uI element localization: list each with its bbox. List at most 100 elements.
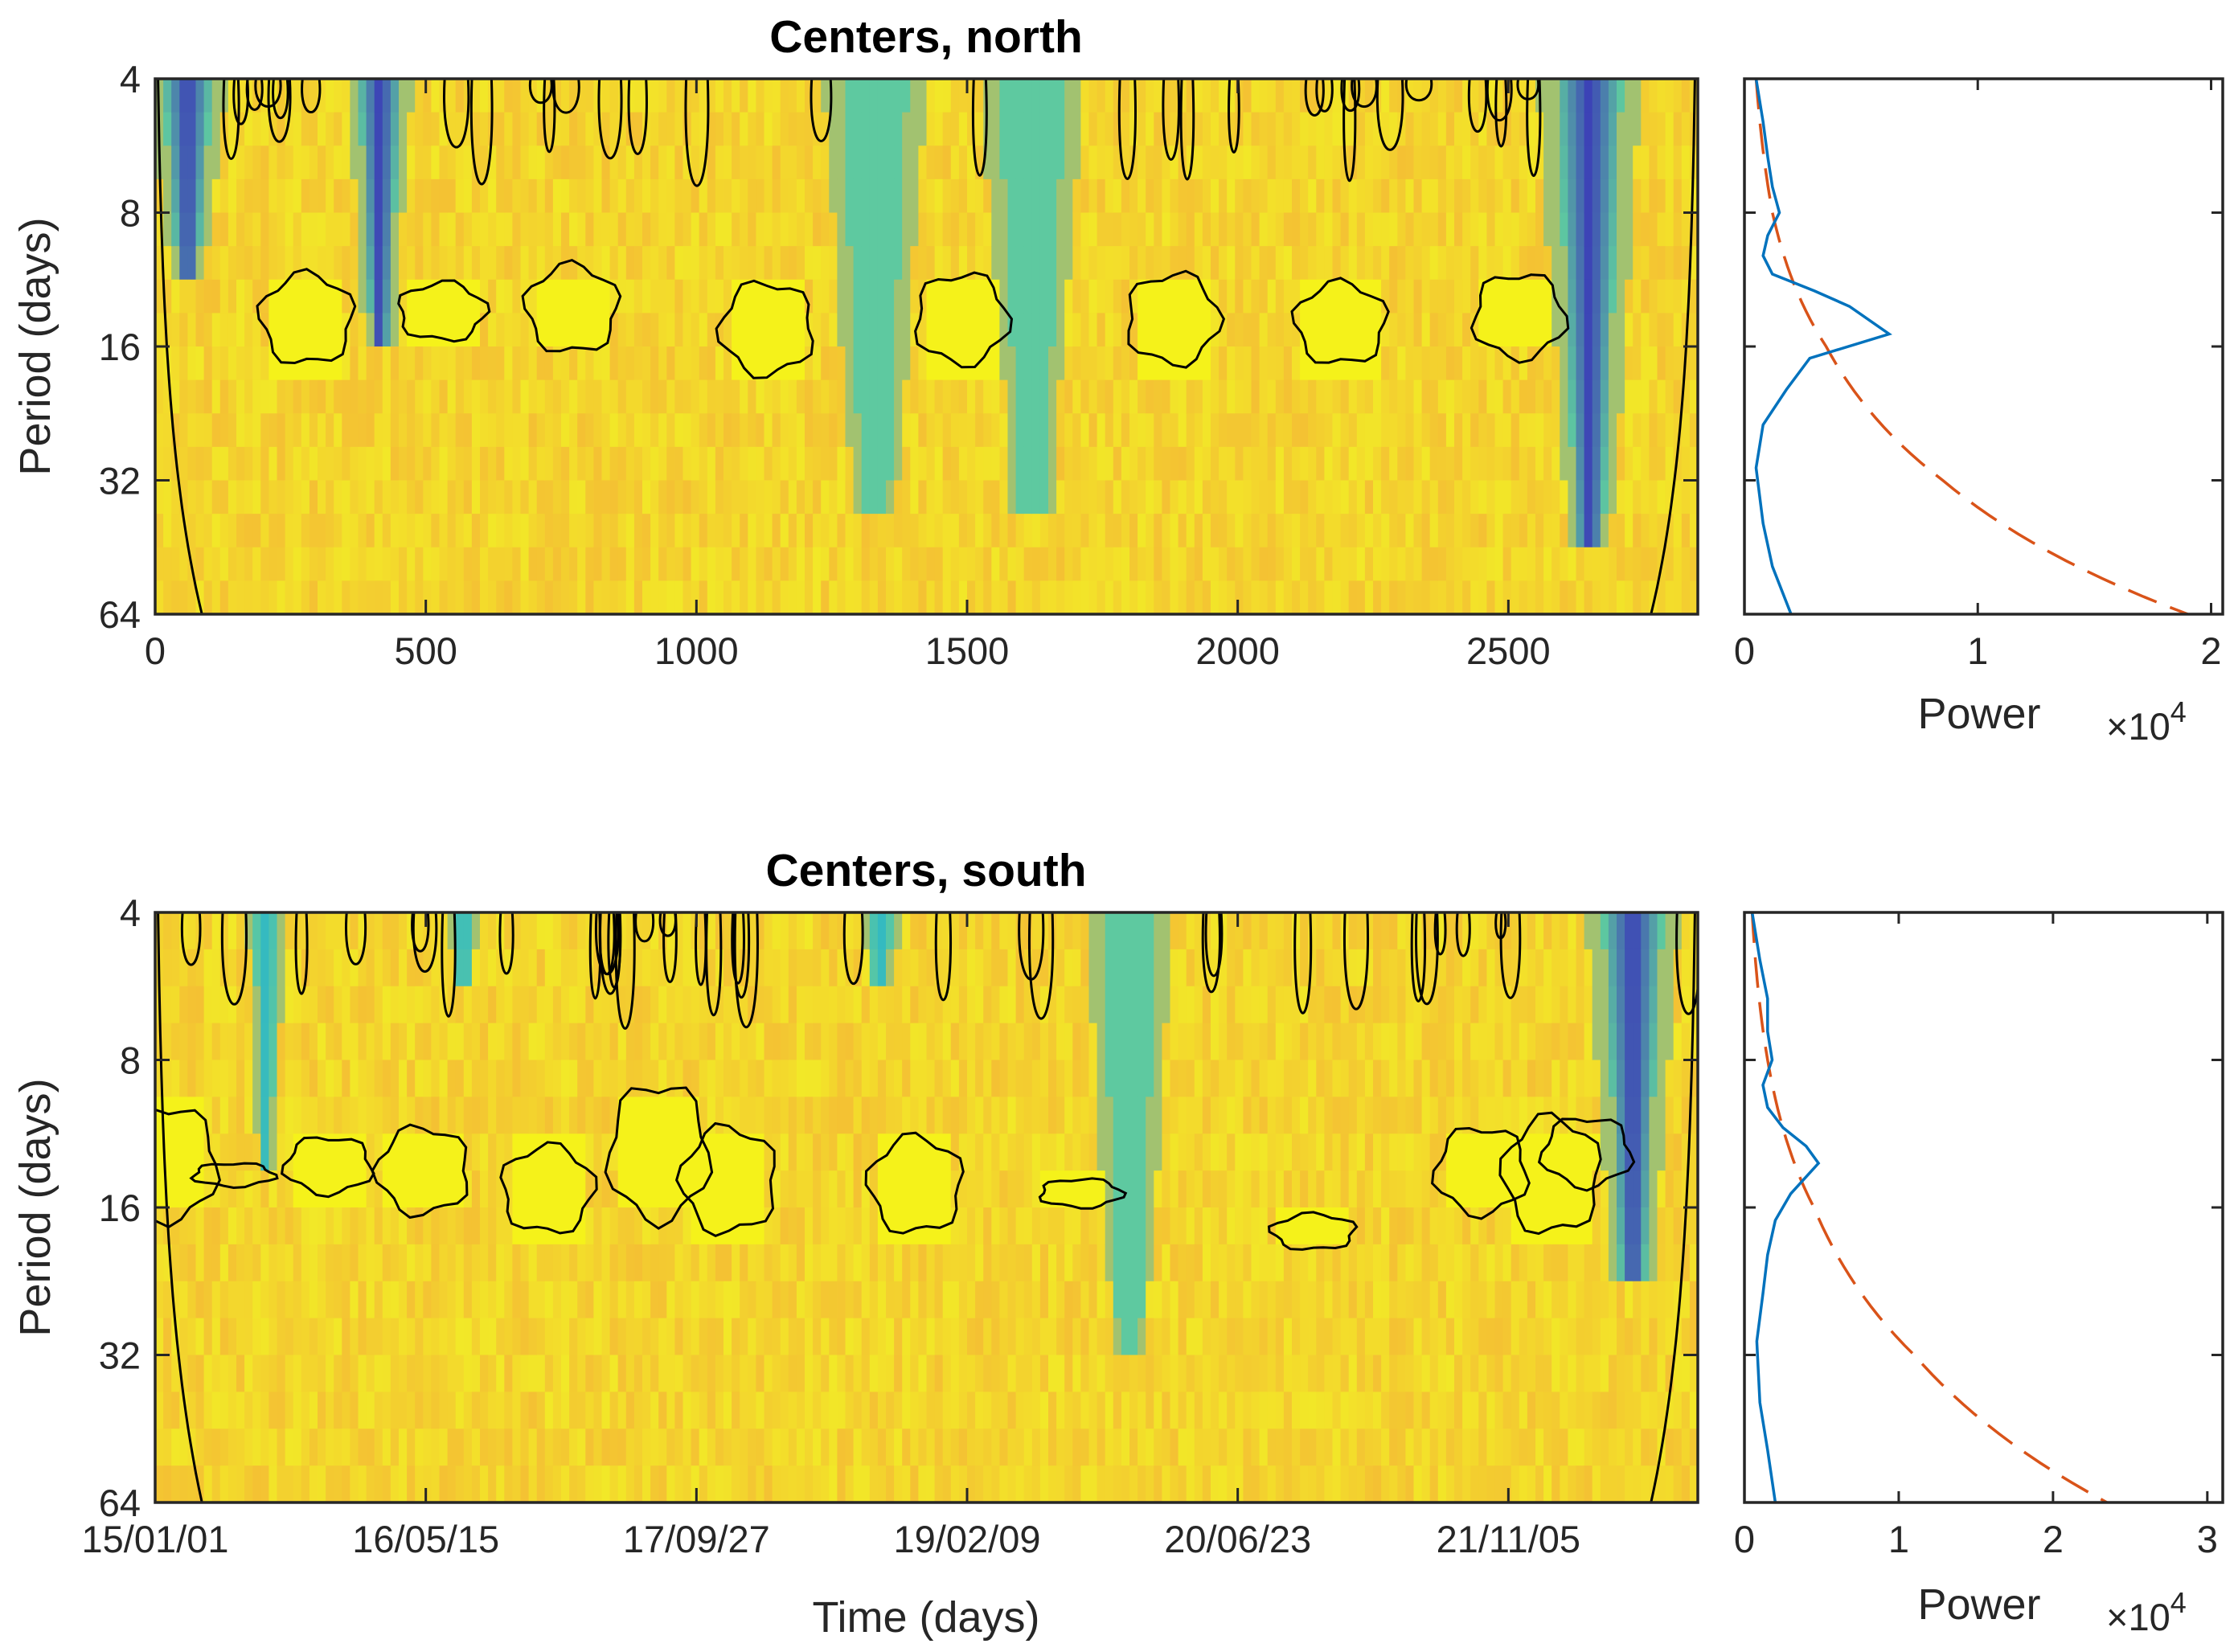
power-cell: [1560, 112, 1568, 146]
power-cell: [260, 246, 269, 281]
power-cell: [480, 1207, 489, 1245]
power-cell: [447, 178, 457, 214]
power-cell: [1633, 246, 1642, 281]
power-cell: [520, 178, 530, 214]
power-cell: [756, 1170, 765, 1208]
power-cell: [252, 1355, 261, 1392]
power-cell: [268, 246, 278, 281]
power-cell: [536, 413, 546, 448]
power-cell: [1186, 580, 1195, 614]
power-cell: [1154, 446, 1162, 482]
power-cell: [1356, 279, 1366, 314]
power-cell: [334, 1318, 342, 1356]
power-cell: [837, 1244, 846, 1282]
power-cell: [504, 1355, 513, 1392]
power-cell: [829, 547, 838, 581]
power-cell: [1527, 212, 1536, 247]
power-cell: [1015, 1023, 1025, 1061]
power-cell: [496, 986, 505, 1024]
power-cell: [1373, 547, 1382, 581]
power-cell: [650, 178, 659, 214]
power-cell: [1121, 480, 1130, 514]
power-cell: [382, 1429, 391, 1466]
power-cell: [1267, 480, 1277, 514]
power-cell: [268, 580, 278, 614]
power-cell: [301, 1133, 310, 1171]
power-cell: [179, 986, 188, 1024]
power-cell: [796, 1133, 805, 1171]
power-cell: [528, 949, 538, 987]
power-cell: [991, 1244, 1000, 1282]
power-cell: [227, 480, 237, 514]
power-cell: [552, 1207, 562, 1245]
power-cell: [1519, 480, 1528, 514]
power-cell: [756, 79, 765, 113]
power-cell: [1015, 1465, 1025, 1502]
power-cell: [342, 547, 350, 581]
power-cell: [732, 346, 740, 381]
power-cell: [1023, 1318, 1033, 1356]
power-cell: [382, 1318, 391, 1356]
power-cell: [1324, 246, 1334, 281]
power-cell: [496, 1429, 505, 1466]
power-cell: [633, 1207, 643, 1245]
power-cell: [853, 313, 863, 347]
power-cell: [975, 1355, 984, 1392]
power-cell: [1275, 112, 1285, 146]
power-cell: [455, 1429, 465, 1466]
power-cell: [650, 1355, 659, 1392]
power-cell: [1243, 212, 1252, 247]
power-cell: [991, 949, 1000, 987]
power-cell: [1243, 146, 1252, 180]
power-cell: [488, 1244, 497, 1282]
power-cell: [1502, 146, 1512, 180]
power-cell: [1608, 212, 1617, 247]
power-cell: [593, 912, 603, 950]
power-cell: [301, 1170, 310, 1208]
power-cell: [1162, 112, 1171, 146]
power-cell: [277, 79, 286, 113]
power-cell: [950, 212, 960, 247]
power-cell: [902, 1133, 911, 1171]
power-cell: [1048, 79, 1057, 113]
power-cell: [926, 112, 936, 146]
power-cell: [407, 480, 416, 514]
power-cell: [886, 279, 895, 314]
power-cell: [334, 313, 342, 347]
power-cell: [342, 1244, 350, 1282]
power-cell: [390, 1207, 400, 1245]
power-cell: [691, 279, 700, 314]
power-cell: [1576, 514, 1585, 548]
significance-contour: [1375, 79, 1404, 151]
power-cell: [163, 1244, 172, 1282]
power-cell: [601, 1244, 611, 1282]
power-cell: [1300, 480, 1309, 514]
power-cell: [471, 446, 481, 482]
power-cell: [999, 580, 1009, 614]
power-cell: [967, 146, 976, 180]
power-cell: [886, 413, 895, 448]
power-cell: [1072, 313, 1081, 347]
power-cell: [1039, 547, 1049, 581]
power-cell: [1146, 212, 1154, 247]
power-cell: [268, 1244, 278, 1282]
power-cell: [1186, 547, 1195, 581]
power-cell: [1064, 480, 1073, 514]
power-cell: [934, 313, 944, 347]
power-cell: [764, 1207, 773, 1245]
power-cell: [1625, 313, 1633, 347]
power-cell: [1543, 514, 1552, 548]
power-cell: [552, 1060, 562, 1097]
power-cell: [1129, 212, 1138, 247]
power-cell: [780, 279, 789, 314]
power-cell: [1600, 446, 1609, 482]
power-cell: [1251, 379, 1260, 414]
power-cell: [813, 580, 822, 614]
power-cell: [211, 1060, 221, 1097]
power-cell: [1421, 580, 1431, 614]
power-cell: [187, 413, 197, 448]
power-cell: [732, 212, 740, 247]
power-cell: [1673, 446, 1683, 482]
power-cell: [756, 480, 765, 514]
